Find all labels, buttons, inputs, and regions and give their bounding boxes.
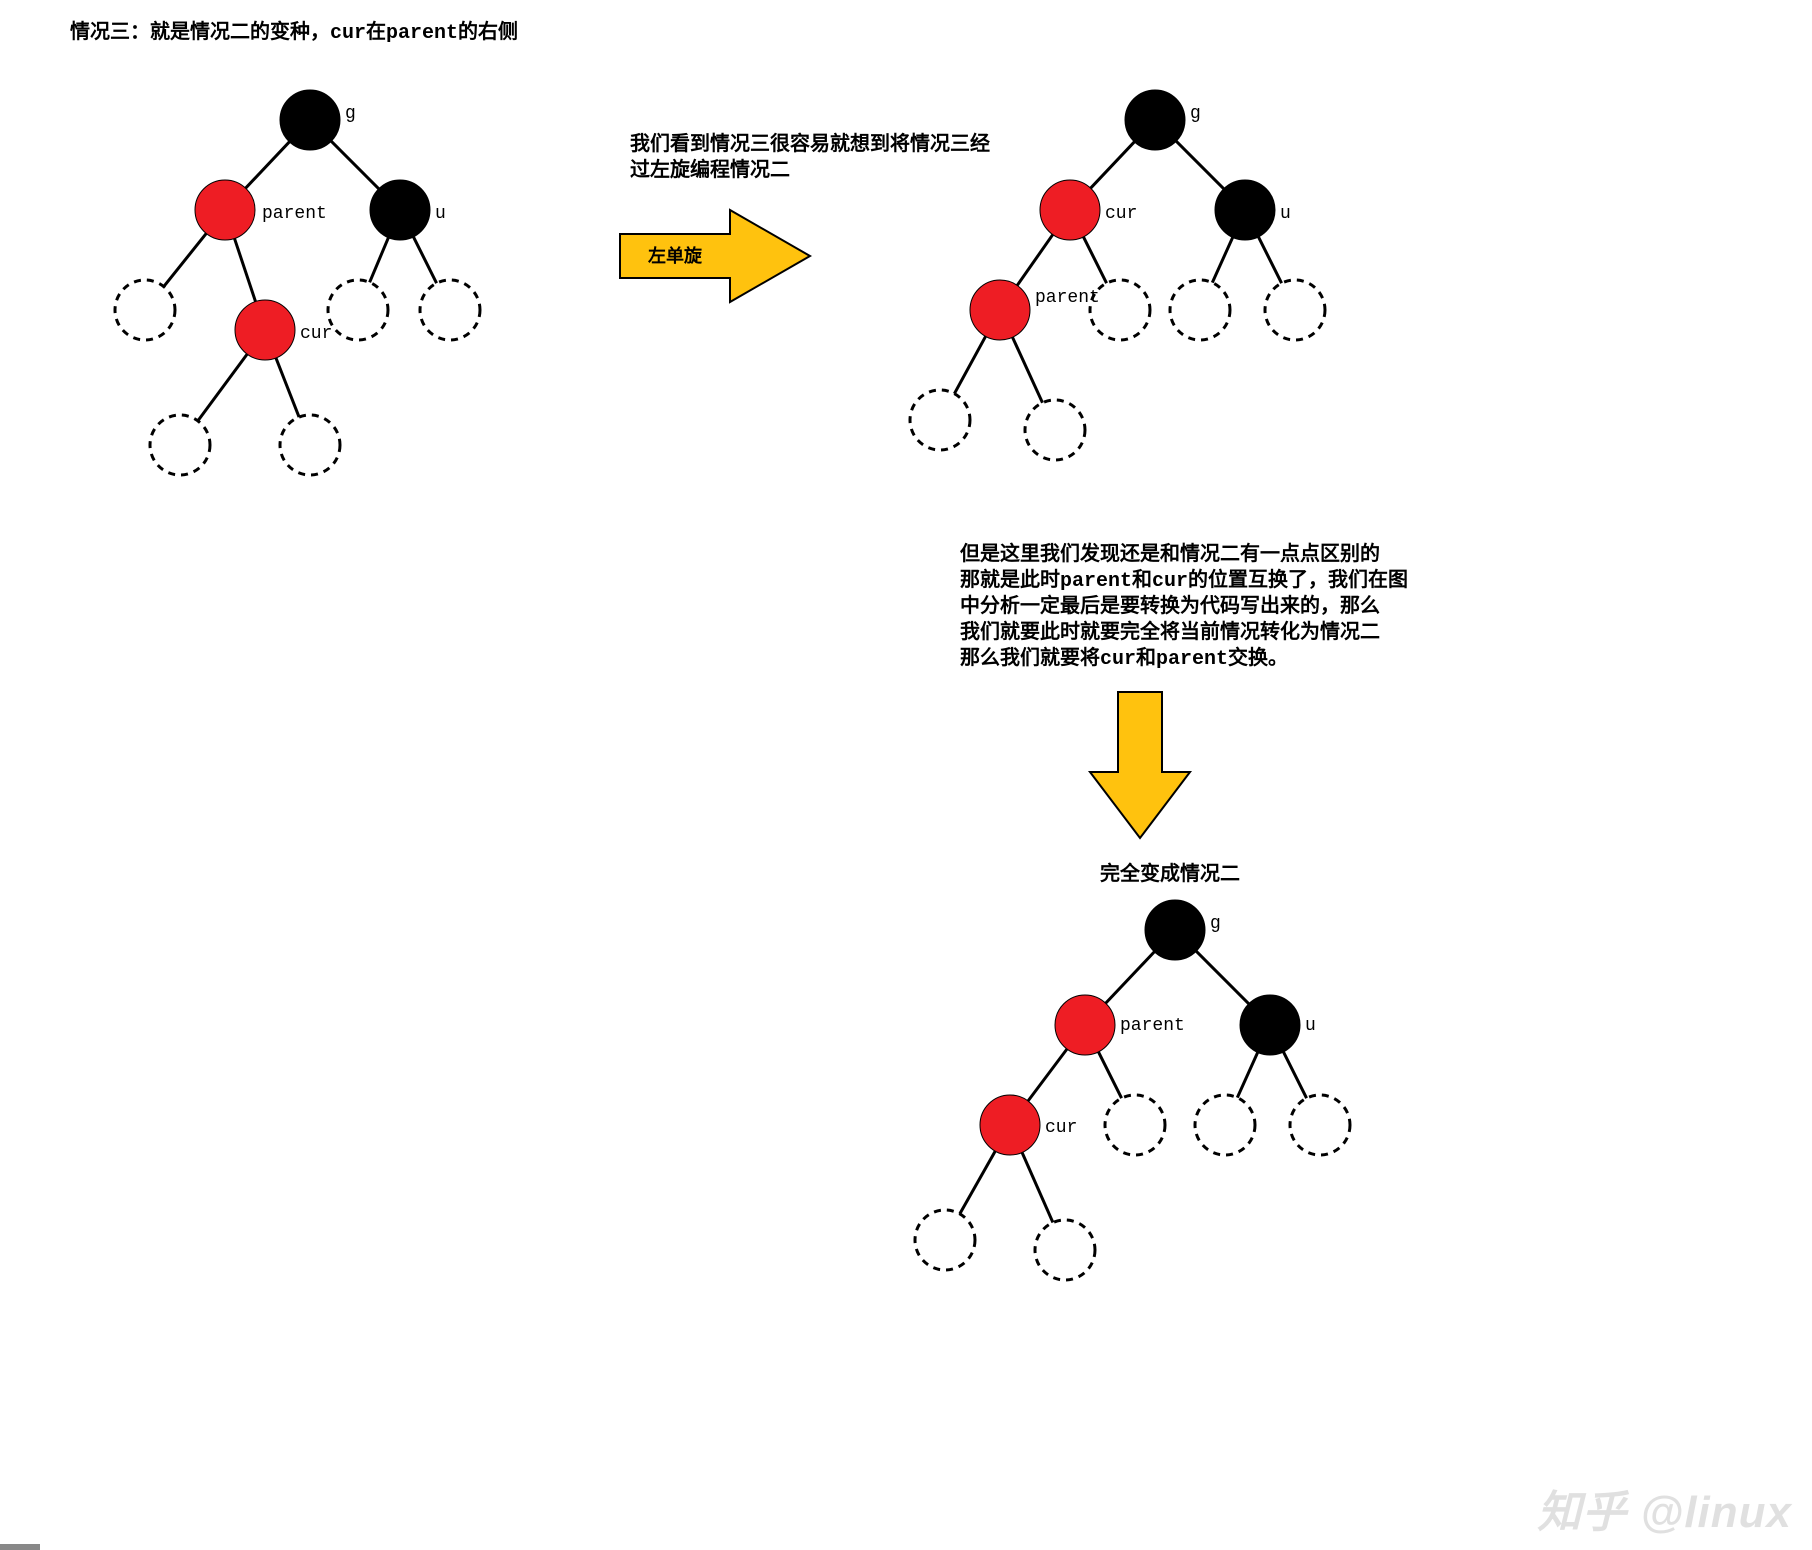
caption-swap-line: 但是这里我们发现还是和情况二有一点点区别的	[960, 541, 1380, 567]
svg-text:g: g	[1210, 914, 1221, 934]
svg-text:cur: cur	[1045, 1118, 1077, 1138]
svg-text:parent: parent	[262, 204, 327, 224]
caption-swap-line: 那么我们就要将cur和parent交换。	[960, 645, 1288, 671]
tree-before: g parent u cur	[115, 90, 480, 475]
svg-text:parent: parent	[1035, 288, 1100, 308]
svg-text:u: u	[1280, 204, 1291, 224]
caption-rotate-line: 我们看到情况三很容易就想到将情况三经	[630, 131, 990, 157]
svg-text:g: g	[345, 104, 356, 124]
svg-text:u: u	[435, 204, 446, 224]
bottom-bar-accent	[0, 1544, 40, 1550]
caption-swap-line: 我们就要此时就要完全将当前情况转化为情况二	[960, 619, 1380, 645]
svg-text:u: u	[1305, 1016, 1316, 1036]
caption-rotate-line: 过左旋编程情况二	[630, 157, 790, 183]
diagram-canvas: 情况三：就是情况二的变种，cur在parent的右侧 g parent u cur g cu…	[0, 0, 1812, 1550]
arrow-down	[1090, 692, 1190, 838]
svg-text:parent: parent	[1120, 1016, 1185, 1036]
caption-swap-line: 中分析一定最后是要转换为代码写出来的，那么	[960, 593, 1380, 619]
svg-text:g: g	[1190, 104, 1201, 124]
tree-final: g parent u cur	[915, 900, 1350, 1280]
svg-text:cur: cur	[1105, 204, 1137, 224]
diagram-title: 情况三：就是情况二的变种，cur在parent的右侧	[70, 19, 518, 45]
tree3-title: 完全变成情况二	[1100, 861, 1240, 887]
svg-text:cur: cur	[300, 324, 332, 344]
arrow-right-label: 左单旋	[648, 245, 703, 268]
caption-swap-line: 那就是此时parent和cur的位置互换了，我们在图	[960, 567, 1408, 593]
